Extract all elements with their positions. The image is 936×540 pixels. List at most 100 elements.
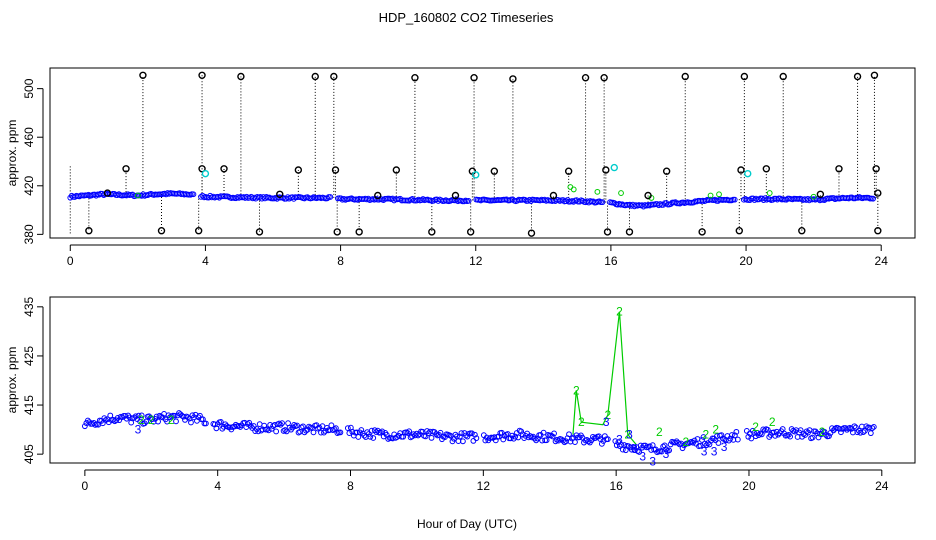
baseline-point	[265, 427, 272, 434]
series2-point	[810, 193, 817, 200]
outlier-point	[625, 228, 634, 236]
outlier-point	[198, 71, 206, 79]
baseline-point	[809, 434, 816, 441]
top-x-tick-label: 12	[469, 254, 483, 268]
outlier-point	[294, 166, 303, 174]
top-x-tick-label: 0	[67, 254, 74, 268]
series2-point	[567, 184, 574, 190]
outlier-point	[549, 191, 558, 200]
baseline-point	[346, 430, 353, 436]
series3-label: 3	[603, 415, 610, 429]
baseline-point	[734, 436, 741, 443]
top-y-tick-label: 420	[22, 175, 36, 195]
baseline-point	[324, 195, 331, 202]
baseline-point	[870, 195, 877, 202]
bottom-x-tick-label: 0	[82, 479, 89, 493]
series2-label: 2	[683, 435, 690, 449]
baseline-point	[367, 433, 374, 440]
series2-point	[134, 192, 141, 199]
baseline-point	[673, 438, 680, 445]
baseline-point	[604, 436, 611, 443]
baseline-point	[527, 433, 534, 439]
baseline-point	[758, 431, 765, 438]
outlier-point	[331, 166, 340, 174]
baseline-point	[821, 428, 828, 435]
top-x-tick-label: 8	[337, 254, 344, 268]
baseline-point	[81, 423, 88, 430]
baseline-point	[135, 412, 142, 419]
baseline-point	[752, 433, 759, 440]
baseline-point	[543, 437, 550, 444]
outlier-point	[603, 228, 612, 236]
outlier-point	[735, 227, 743, 235]
baseline-point	[515, 434, 522, 441]
baseline-point	[202, 420, 209, 427]
series3-label: 3	[626, 428, 633, 442]
series2-point	[618, 190, 624, 196]
baseline-point	[679, 445, 686, 452]
outlier-point	[451, 191, 460, 200]
baseline-point	[116, 417, 123, 424]
baseline-point	[84, 417, 91, 424]
baseline-point	[173, 418, 179, 425]
bottom-x-tick-label: 16	[609, 479, 623, 493]
baseline-point	[370, 435, 377, 441]
baseline-point	[188, 419, 194, 426]
baseline-point	[715, 440, 722, 446]
outlier-point	[428, 228, 436, 236]
baseline-point	[512, 433, 519, 440]
baseline-point	[344, 425, 351, 431]
baseline-point	[327, 194, 334, 200]
baseline-point	[572, 439, 578, 446]
baseline-point	[321, 429, 327, 436]
baseline-point	[598, 440, 605, 447]
baseline-point	[495, 433, 502, 440]
series2-label: 2	[656, 425, 663, 439]
baseline-point	[552, 438, 559, 445]
baseline-point	[462, 432, 469, 439]
cyan-outlier-point	[201, 169, 210, 178]
top-panel-frame	[49, 67, 916, 239]
baseline-point	[860, 429, 867, 436]
baseline-point	[316, 424, 323, 431]
series3-label: 3	[649, 455, 656, 469]
series2-label: 2	[605, 408, 612, 422]
outlier-point	[874, 189, 882, 197]
top-panel: approx. ppm 0 4 8 12 16 20 24 380 420 460 500	[5, 67, 916, 268]
outlier-point	[355, 228, 363, 236]
outlier-point	[602, 166, 610, 174]
bottom-y-tick-label: 425	[22, 346, 36, 366]
baseline-point	[549, 433, 556, 440]
baseline-point	[646, 443, 653, 450]
baseline-point	[566, 431, 572, 438]
chart-title: HDP_160802 CO2 Timeseries	[379, 10, 554, 25]
outlier-point	[874, 227, 882, 235]
outlier-point	[564, 167, 573, 175]
baseline-point	[500, 436, 507, 443]
outlier-point	[644, 191, 652, 200]
baseline-point	[509, 432, 516, 439]
baseline-point	[492, 437, 499, 444]
series3-label: 3	[721, 440, 728, 454]
outlier-point	[872, 165, 880, 173]
outlier-point	[816, 190, 825, 198]
series2-label: 2	[573, 383, 580, 397]
baseline-point	[803, 428, 810, 435]
baseline-point	[630, 443, 637, 450]
series2-point	[707, 192, 714, 199]
cyan-outlier-point	[744, 169, 752, 178]
top-x-tick-label: 4	[202, 254, 209, 268]
baseline-point	[428, 435, 435, 441]
top-panel-axes: 0 4 8 12 16 20 24 380 420 460 500	[22, 78, 888, 268]
baseline-point	[365, 431, 372, 437]
baseline-point	[628, 446, 635, 453]
baseline-point	[250, 423, 257, 429]
baseline-point	[761, 427, 768, 434]
outlier-point	[466, 228, 475, 236]
outlier-point	[681, 72, 689, 81]
baseline-point	[585, 438, 592, 445]
cyan-outlier-point	[610, 163, 618, 172]
baseline-point	[465, 197, 472, 204]
outlier-point	[835, 165, 843, 173]
outlier-point	[762, 165, 771, 173]
